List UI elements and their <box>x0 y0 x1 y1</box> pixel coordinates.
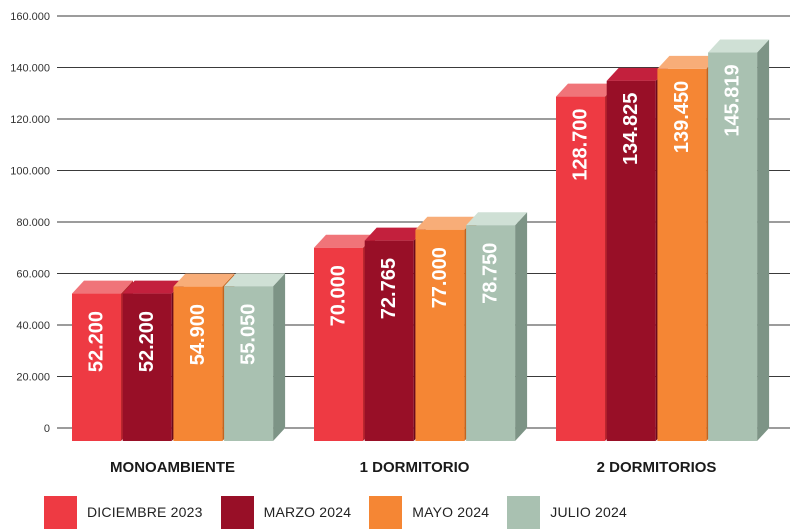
bar-value-label: 52.200 <box>136 311 158 372</box>
bar-top <box>708 39 770 53</box>
y-tick-label: 120.000 <box>10 114 50 126</box>
bar-value-label: 70.000 <box>328 265 350 326</box>
bar-top <box>606 67 668 81</box>
legend-item: MARZO 2024 <box>220 495 352 529</box>
bar-top <box>364 227 426 241</box>
bar-front <box>466 225 516 441</box>
y-tick-label: 140.000 <box>10 63 50 75</box>
bar-top <box>173 273 235 287</box>
category-label: 2 DORMITORIOS <box>597 459 717 476</box>
y-tick-label: 160.000 <box>10 11 50 23</box>
bar-front <box>708 52 758 441</box>
bar-front <box>122 293 172 441</box>
bar-value-label: 134.825 <box>620 93 642 165</box>
bar-front <box>556 96 605 441</box>
data-labels: 52.200 52.200 54.900 55.050 70.000 72.765 77.0… <box>86 64 744 372</box>
bar-value-label: 72.765 <box>378 258 400 319</box>
bar-top <box>122 280 184 294</box>
bar-front <box>314 247 363 441</box>
legend-item: JULIO 2024 <box>507 495 627 529</box>
bar-side <box>273 273 286 441</box>
bar-top <box>72 280 133 294</box>
category-labels: MONOAMBIENTE 1 DORMITORIO 2 DORMITORIOS <box>110 459 716 476</box>
legend: DICIEMBRE 2023 MARZO 2024 MAYO 2024 JULIO 2… <box>44 494 645 530</box>
bar-front <box>72 293 121 441</box>
bar-front <box>364 240 414 441</box>
legend-label: MAYO 2024 <box>412 504 490 520</box>
bar <box>224 273 286 441</box>
bar-top <box>415 216 477 230</box>
legend-swatch <box>507 495 541 529</box>
bar-front <box>173 286 223 441</box>
bars <box>72 39 770 441</box>
y-tick-label: 40.000 <box>16 320 50 332</box>
legend-swatch <box>44 495 77 529</box>
y-tick-label: 80.000 <box>16 217 50 229</box>
bar-top <box>657 55 719 69</box>
bar-front <box>606 80 656 441</box>
category-label: 1 DORMITORIO <box>360 459 470 476</box>
bar-value-label: 77.000 <box>429 247 451 308</box>
bar-value-label: 55.050 <box>238 304 260 365</box>
y-tick-label: 60.000 <box>16 269 50 281</box>
bar-front <box>415 229 465 441</box>
legend-swatch <box>369 495 403 529</box>
legend-item: DICIEMBRE 2023 <box>44 495 203 529</box>
y-tick-label: 0 <box>44 423 50 435</box>
bar-value-label: 78.750 <box>480 243 502 304</box>
bar-value-label: 52.200 <box>86 311 108 372</box>
legend-item: MAYO 2024 <box>369 495 490 529</box>
legend-swatch <box>220 495 254 529</box>
bar-value-label: 145.819 <box>722 64 744 136</box>
bar-front <box>224 286 274 441</box>
bar <box>708 39 770 441</box>
bar <box>466 212 528 441</box>
bar-value-label: 139.450 <box>671 81 693 153</box>
bar-top <box>314 234 375 248</box>
bar-top <box>466 212 528 226</box>
bar-front <box>657 68 707 441</box>
y-axis-tick-labels: 0 20.000 40.000 60.000 80.000 100.000 120.000 1… <box>10 11 50 435</box>
bar-side <box>757 39 770 441</box>
y-tick-label: 100.000 <box>10 166 50 178</box>
legend-label: MARZO 2024 <box>263 504 352 520</box>
bar-side <box>515 212 528 441</box>
bar-value-label: 128.700 <box>570 108 592 180</box>
category-label: MONOAMBIENTE <box>110 459 235 476</box>
legend-label: JULIO 2024 <box>550 504 627 520</box>
bar-top <box>224 273 286 287</box>
bar-value-label: 54.900 <box>187 304 209 365</box>
bar-top <box>556 83 617 97</box>
y-tick-label: 20.000 <box>16 372 50 384</box>
legend-label: DICIEMBRE 2023 <box>87 504 203 520</box>
